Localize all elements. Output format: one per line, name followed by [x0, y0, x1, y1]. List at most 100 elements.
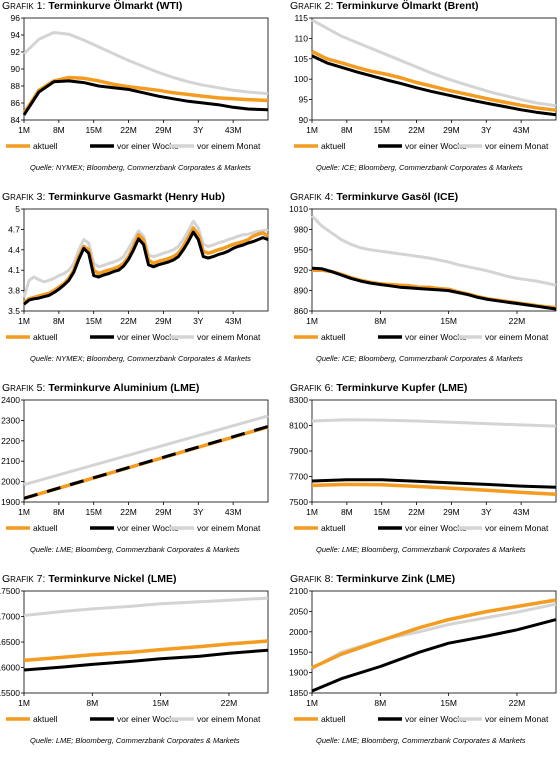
y-tick-label: 920 [294, 265, 308, 275]
y-tick-label: 90 [11, 64, 21, 74]
y-tick-label: 96 [11, 13, 21, 23]
plot-frame [23, 208, 269, 312]
x-tick-label: 3Y [481, 507, 492, 517]
x-tick-label: 1M [18, 125, 30, 135]
y-tick-label: 1950 [289, 647, 308, 657]
legend-label-woche: vor einer Woche [117, 523, 179, 533]
x-tick-label: 22M [221, 698, 238, 708]
chart-number: 2: [321, 0, 337, 12]
y-tick-label: 115 [294, 13, 308, 23]
chart-title-text: Terminkurve Gasmarkt (Henry Hub) [48, 191, 225, 203]
y-tick-label: 8300 [289, 395, 308, 405]
chart-panel-3: GRAFIK 3: Terminkurve Gasmarkt (Henry Hu… [0, 191, 272, 381]
series-line-aktuell [23, 639, 269, 663]
y-tick-label: 105 [294, 54, 308, 64]
series-line-woche [22, 79, 269, 116]
y-tick-label: 2200 [1, 436, 20, 446]
y-tick-label: 1850 [289, 688, 308, 698]
y-tick-label: 5 [15, 204, 20, 214]
x-tick-label: 15M [440, 698, 457, 708]
graphic-word: GRAFIK [290, 382, 322, 394]
series-line-aktuell [22, 75, 269, 115]
legend-label-aktuell: aktuell [33, 523, 58, 533]
x-tick-label: 8M [341, 125, 353, 135]
series-line-monat [311, 418, 557, 428]
x-tick-label: 43M [225, 125, 242, 135]
series-line-woche [311, 54, 557, 117]
legend-label-monat: vor einem Monat [485, 714, 549, 724]
series-line-monat [23, 596, 269, 617]
y-tick-label: 2050 [289, 606, 308, 616]
y-tick-label: 950 [294, 245, 308, 255]
x-tick-label: 1M [306, 698, 318, 708]
chart-title-text: Terminkurve Ölmarkt (WTI) [48, 0, 183, 12]
chart-number: 4: [321, 191, 337, 203]
y-tick-label: 890 [294, 286, 308, 296]
x-tick-label: 15M [373, 125, 390, 135]
plot-frame [311, 208, 557, 312]
y-tick-label: 16500 [0, 637, 20, 647]
graphic-word: GRAFIK [2, 0, 34, 12]
series-line-woche [311, 266, 557, 311]
chart-title-text: Terminkurve Nickel (LME) [48, 573, 177, 585]
y-tick-label: 4.1 [8, 265, 20, 275]
chart-number: 6: [321, 382, 337, 394]
x-tick-label: 15M [373, 507, 390, 517]
graphic-word: GRAFIK [290, 191, 322, 203]
x-tick-label: 22M [120, 316, 137, 326]
chart-title: GRAFIK 7: Terminkurve Nickel (LME) [2, 573, 177, 585]
chart-source: Quelle: LME; Bloomberg, Commerzbank Corp… [316, 545, 526, 554]
chart-title: GRAFIK 5: Terminkurve Aluminium (LME) [2, 382, 199, 394]
series-line-woche [311, 618, 557, 693]
y-tick-label: 980 [294, 224, 308, 234]
chart-number: 3: [33, 191, 49, 203]
y-tick-label: 860 [294, 306, 308, 316]
y-tick-label: 86 [11, 98, 21, 108]
chart-title-text: Terminkurve Gasöl (ICE) [336, 191, 459, 203]
x-tick-label: 22M [120, 507, 137, 517]
y-tick-label: 1900 [1, 497, 20, 507]
chart-svg: 1900 2000 2100 2200 2300 2400 1M 8M 15M 22M 29M 3Y 4… [1, 395, 269, 533]
legend-label-aktuell: aktuell [33, 141, 58, 151]
graphic-word: GRAFIK [2, 573, 34, 585]
x-tick-label: 22M [408, 125, 425, 135]
legend-label-aktuell: aktuell [321, 523, 346, 533]
y-tick-label: 84 [11, 115, 21, 125]
chart-panel-1: GRAFIK 1: Terminkurve Ölmarkt (WTI) 84 86 8… [0, 0, 272, 190]
series-line-aktuell [311, 49, 557, 112]
series-line-monat [22, 31, 269, 96]
legend-label-monat: vor einem Monat [197, 332, 261, 342]
chart-title-text: Terminkurve Kupfer (LME) [336, 382, 468, 394]
x-tick-label: 1M [306, 125, 318, 135]
series-line-monat [310, 214, 557, 287]
x-tick-label: 8M [86, 698, 98, 708]
x-tick-label: 43M [513, 125, 530, 135]
chart-title: GRAFIK 1: Terminkurve Ölmarkt (WTI) [2, 0, 182, 12]
chart-number: 5: [33, 382, 49, 394]
chart-svg: 1850 1900 1950 2000 2050 2100 1M 8M 15M 22M aktuel… [289, 586, 557, 724]
chart-source: Quelle: LME; Bloomberg, Commerzbank Corp… [30, 736, 240, 745]
x-tick-label: 29M [443, 125, 460, 135]
x-tick-label: 29M [155, 125, 172, 135]
y-tick-label: 16000 [0, 663, 20, 673]
chart-number: 7: [33, 573, 49, 585]
y-tick-label: 2000 [1, 477, 20, 487]
x-tick-label: 15M [440, 316, 457, 326]
x-tick-label: 3Y [193, 316, 204, 326]
series-line-woche [23, 648, 269, 672]
chart-title: GRAFIK 4: Terminkurve Gasöl (ICE) [290, 191, 458, 203]
plot-frame [311, 590, 557, 694]
legend-label-aktuell: aktuell [321, 332, 346, 342]
chart-title: GRAFIK 2: Terminkurve Ölmarkt (Brent) [290, 0, 479, 12]
x-tick-label: 22M [408, 507, 425, 517]
chart-svg: 860 890 920 950 980 1010 1M 8M 15M 22M aktuell vor … [289, 204, 557, 342]
legend-label-woche: vor einer Woche [405, 523, 467, 533]
chart-panel-6: GRAFIK 6: Terminkurve Kupfer (LME) 7500 77… [288, 382, 560, 572]
chart-title-text: Terminkurve Ölmarkt (Brent) [336, 0, 479, 12]
chart-svg: 7500 7700 7900 8100 8300 1M 8M 15M 22M 29M 3Y 43M ak… [289, 395, 557, 533]
chart-panel-4: GRAFIK 4: Terminkurve Gasöl (ICE) 860 890 9… [288, 191, 560, 381]
legend-label-woche: vor einer Woche [117, 714, 179, 724]
x-tick-label: 22M [509, 316, 526, 326]
legend-label-woche: vor einer Woche [117, 332, 179, 342]
y-tick-label: 2100 [1, 456, 20, 466]
